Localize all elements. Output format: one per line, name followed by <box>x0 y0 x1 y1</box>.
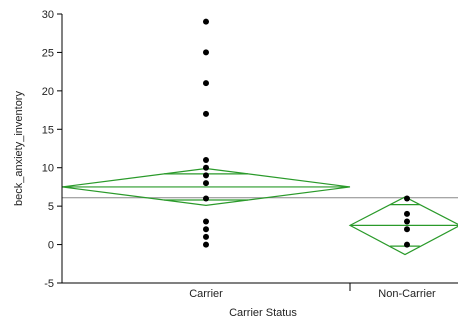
x-axis-title: Carrier Status <box>229 307 297 319</box>
data-point <box>404 218 410 225</box>
means-diamond <box>348 196 458 256</box>
x-tick-label: Carrier <box>189 288 223 300</box>
y-axis-title: beck_anxiety_inventory <box>13 91 25 206</box>
means-diamonds <box>61 167 458 256</box>
y-tick-label: 5 <box>48 201 54 213</box>
data-point <box>404 210 410 217</box>
data-point <box>404 195 410 202</box>
y-tick-label: 20 <box>42 86 54 98</box>
data-point <box>203 233 209 240</box>
y-tick-label: 10 <box>42 163 54 175</box>
data-point <box>203 110 209 117</box>
data-point <box>203 157 209 164</box>
y-tick-label: 15 <box>42 124 54 136</box>
y-tick-label: 30 <box>42 9 54 21</box>
data-point <box>203 80 209 87</box>
data-point <box>203 49 209 56</box>
data-point <box>203 226 209 233</box>
data-points <box>203 18 410 248</box>
data-point <box>404 241 410 248</box>
data-point <box>203 241 209 248</box>
y-tick-label: -5 <box>44 278 54 290</box>
data-point <box>203 18 209 25</box>
x-tick-label: Non-Carrier <box>378 288 436 300</box>
data-point <box>203 195 209 202</box>
x-axis-tick-labels: Carrier Non-Carrier <box>189 288 436 300</box>
data-point <box>203 218 209 225</box>
y-tick-label: 25 <box>42 47 54 59</box>
data-point <box>203 164 209 171</box>
data-point <box>203 180 209 187</box>
data-point <box>203 172 209 179</box>
data-point <box>404 226 410 233</box>
y-tick-label: 0 <box>48 240 54 252</box>
y-axis-ticks: -5 0 5 10 15 20 25 30 <box>42 9 62 290</box>
